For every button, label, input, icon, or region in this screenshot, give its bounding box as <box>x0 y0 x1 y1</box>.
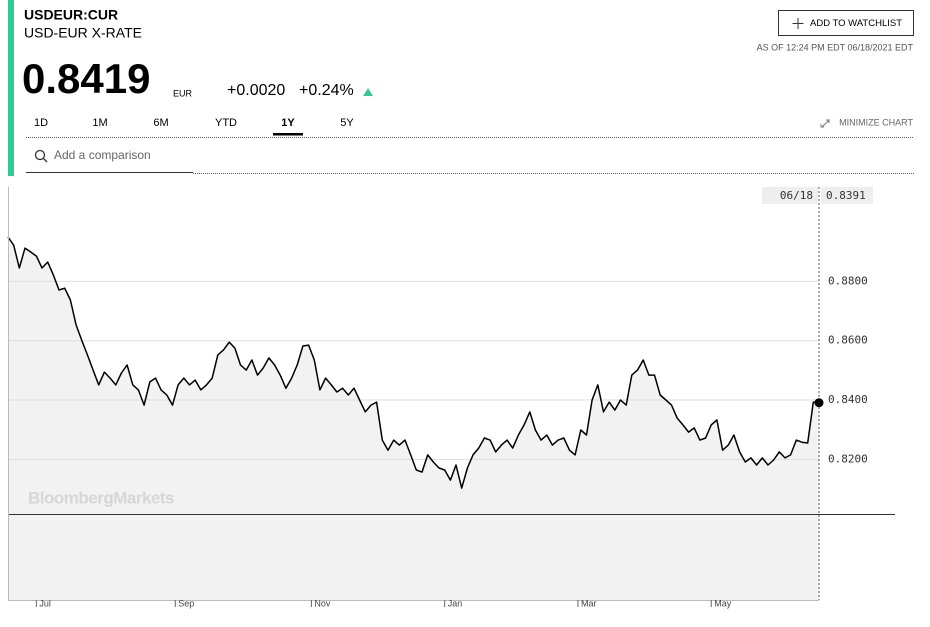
last-point <box>814 398 824 408</box>
price-change: +0.0020 <box>227 82 285 99</box>
range-tab[interactable]: 5Y <box>340 117 354 129</box>
y-tick-label: 0.8800 <box>828 274 868 287</box>
comparison-search[interactable]: Add a comparison <box>26 148 193 173</box>
range-tabs: 1D 1M 6M YTD 1Y 5Y <box>34 117 354 136</box>
price-line <box>7 236 820 489</box>
y-tick-label: 0.8200 <box>828 452 868 465</box>
y-tick-label: 0.8600 <box>828 334 868 347</box>
ticker: USDEUR:CUR <box>24 7 118 23</box>
accent-bar <box>8 0 14 176</box>
x-tick-label: May <box>714 598 732 608</box>
range-tab[interactable]: 1M <box>92 117 107 129</box>
range-tab[interactable]: 6M <box>153 117 168 129</box>
crosshair-value: 0.8391 <box>826 189 866 202</box>
price-unit: EUR <box>173 88 193 98</box>
chart: 0.8200 0.8400 0.8600 0.8800 BloombergMarkets… <box>7 187 895 608</box>
search-icon <box>34 149 46 161</box>
price-change-pct: +0.24% <box>299 82 354 99</box>
crosshair-date-box <box>762 187 818 204</box>
minimize-label: MINIMIZE CHART <box>839 117 913 127</box>
timestamp: AS OF 12:24 PM EDT 06/18/2021 EDT <box>757 42 914 52</box>
button-label: ADD TO WATCHLIST <box>810 18 902 29</box>
minimize-icon <box>820 119 830 128</box>
range-tab[interactable]: YTD <box>215 117 237 129</box>
active-tab-underline <box>273 133 303 136</box>
watchlist-button[interactable]: ADD TO WATCHLIST <box>778 10 914 36</box>
x-tick-label: Sep <box>178 598 194 608</box>
up-arrow <box>363 88 373 96</box>
x-tick-label: Jan <box>448 598 463 608</box>
range-tab[interactable]: 1D <box>34 117 48 129</box>
y-tick-label: 0.8400 <box>828 393 868 406</box>
price: 0.8419 <box>22 55 150 102</box>
watermark: BloombergMarkets <box>28 488 174 507</box>
range-tab[interactable]: 1Y <box>281 117 295 129</box>
search-icon <box>43 158 48 163</box>
crosshair-date: 06/18 <box>780 189 813 202</box>
x-tick-label: Mar <box>581 598 597 608</box>
minimize-chart[interactable]: MINIMIZE CHART <box>820 117 913 128</box>
search-placeholder: Add a comparison <box>54 148 151 162</box>
crosshair-value-box <box>821 187 873 204</box>
instrument-name: USD-EUR X-RATE <box>24 25 142 41</box>
area <box>8 237 819 600</box>
x-tick-label: Jul <box>39 598 51 608</box>
x-tick-label: Nov <box>314 598 331 608</box>
